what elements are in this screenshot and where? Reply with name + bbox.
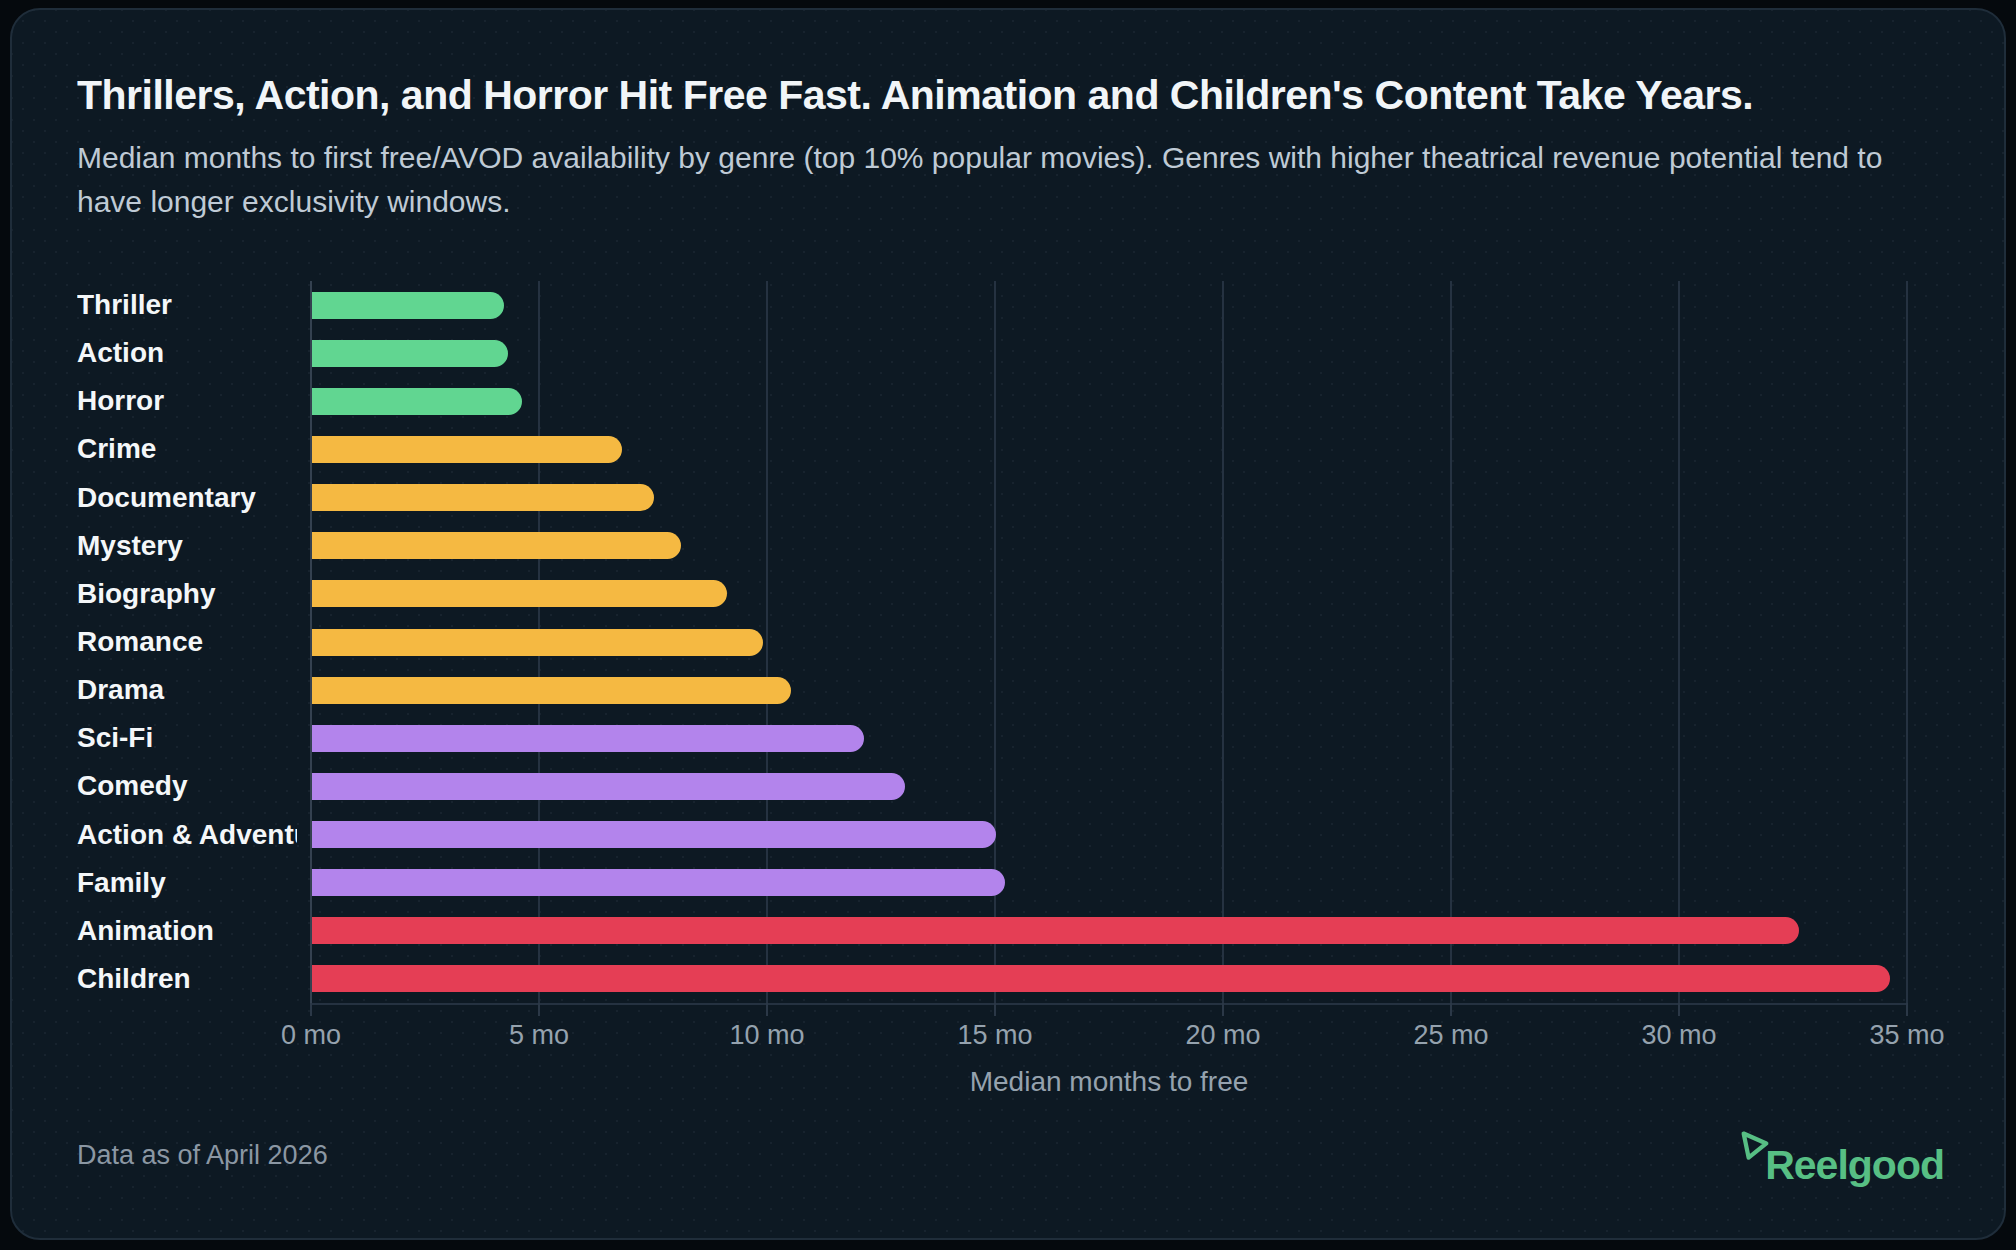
y-label-comedy: Comedy — [77, 762, 297, 810]
y-label-animation: Animation — [77, 907, 297, 955]
tick-mark — [1450, 1003, 1452, 1016]
y-label-thriller: Thriller — [77, 281, 297, 329]
y-label-crime: Crime — [77, 425, 297, 473]
bar-romance — [312, 629, 763, 656]
y-label-drama: Drama — [77, 666, 297, 714]
tick-mark — [994, 1003, 996, 1016]
bar-comedy — [312, 773, 905, 800]
x-axis-tick-labels: 0 mo5 mo10 mo15 mo20 mo25 mo30 mo35 mo — [311, 1020, 1907, 1054]
chart-title: Thrillers, Action, and Horror Hit Free F… — [77, 72, 1753, 119]
x-axis-line — [311, 1003, 1907, 1005]
bar-crime — [312, 436, 622, 463]
x-tick-label: 25 mo — [1413, 1020, 1488, 1051]
chart-card: Thrillers, Action, and Horror Hit Free F… — [10, 8, 2006, 1240]
data-as-of-note: Data as of April 2026 — [77, 1140, 328, 1171]
reelgood-wordmark: Reelgood — [1765, 1142, 1944, 1189]
x-tick-label: 0 mo — [281, 1020, 341, 1051]
y-label-mystery: Mystery — [77, 522, 297, 570]
x-tick-label: 20 mo — [1185, 1020, 1260, 1051]
tick-mark — [1678, 1003, 1680, 1016]
tick-mark — [1906, 1003, 1908, 1016]
plot-area — [311, 281, 1907, 1003]
y-label-biography: Biography — [77, 570, 297, 618]
y-axis-labels: ThrillerActionHorrorCrimeDocumentaryMyst… — [77, 281, 311, 1003]
y-label-children: Children — [77, 955, 297, 1003]
bar-action — [312, 340, 508, 367]
reelgood-logo: Reelgood — [1738, 1128, 1944, 1189]
bar-animation — [312, 917, 1799, 944]
y-label-romance: Romance — [77, 618, 297, 666]
chart-subtitle: Median months to first free/AVOD availab… — [77, 136, 1892, 224]
y-label-family: Family — [77, 859, 297, 907]
x-tick-label: 35 mo — [1869, 1020, 1944, 1051]
x-axis-title: Median months to free — [311, 1066, 1907, 1098]
bar-mystery — [312, 532, 681, 559]
y-label-horror: Horror — [77, 377, 297, 425]
y-label-action: Action — [77, 329, 297, 377]
bar-documentary — [312, 484, 654, 511]
bar-drama — [312, 677, 791, 704]
x-tick-label: 30 mo — [1641, 1020, 1716, 1051]
bar-thriller — [312, 292, 504, 319]
gridline — [1222, 281, 1224, 1003]
bar-biography — [312, 580, 727, 607]
bar-children — [312, 965, 1890, 992]
tick-mark — [766, 1003, 768, 1016]
tick-mark — [538, 1003, 540, 1016]
y-label-action-adventure: Action & Adventure — [77, 810, 297, 858]
tick-mark — [310, 1003, 312, 1016]
y-label-sci-fi: Sci-Fi — [77, 714, 297, 762]
x-tick-label: 10 mo — [729, 1020, 804, 1051]
gridline — [1906, 281, 1908, 1003]
bar-action-adventure — [312, 821, 996, 848]
gridline — [1678, 281, 1680, 1003]
bar-horror — [312, 388, 522, 415]
x-tick-label: 15 mo — [957, 1020, 1032, 1051]
tick-mark — [1222, 1003, 1224, 1016]
x-tick-label: 5 mo — [509, 1020, 569, 1051]
bar-sci-fi — [312, 725, 864, 752]
bar-family — [312, 869, 1005, 896]
y-label-documentary: Documentary — [77, 474, 297, 522]
gridline — [1450, 281, 1452, 1003]
